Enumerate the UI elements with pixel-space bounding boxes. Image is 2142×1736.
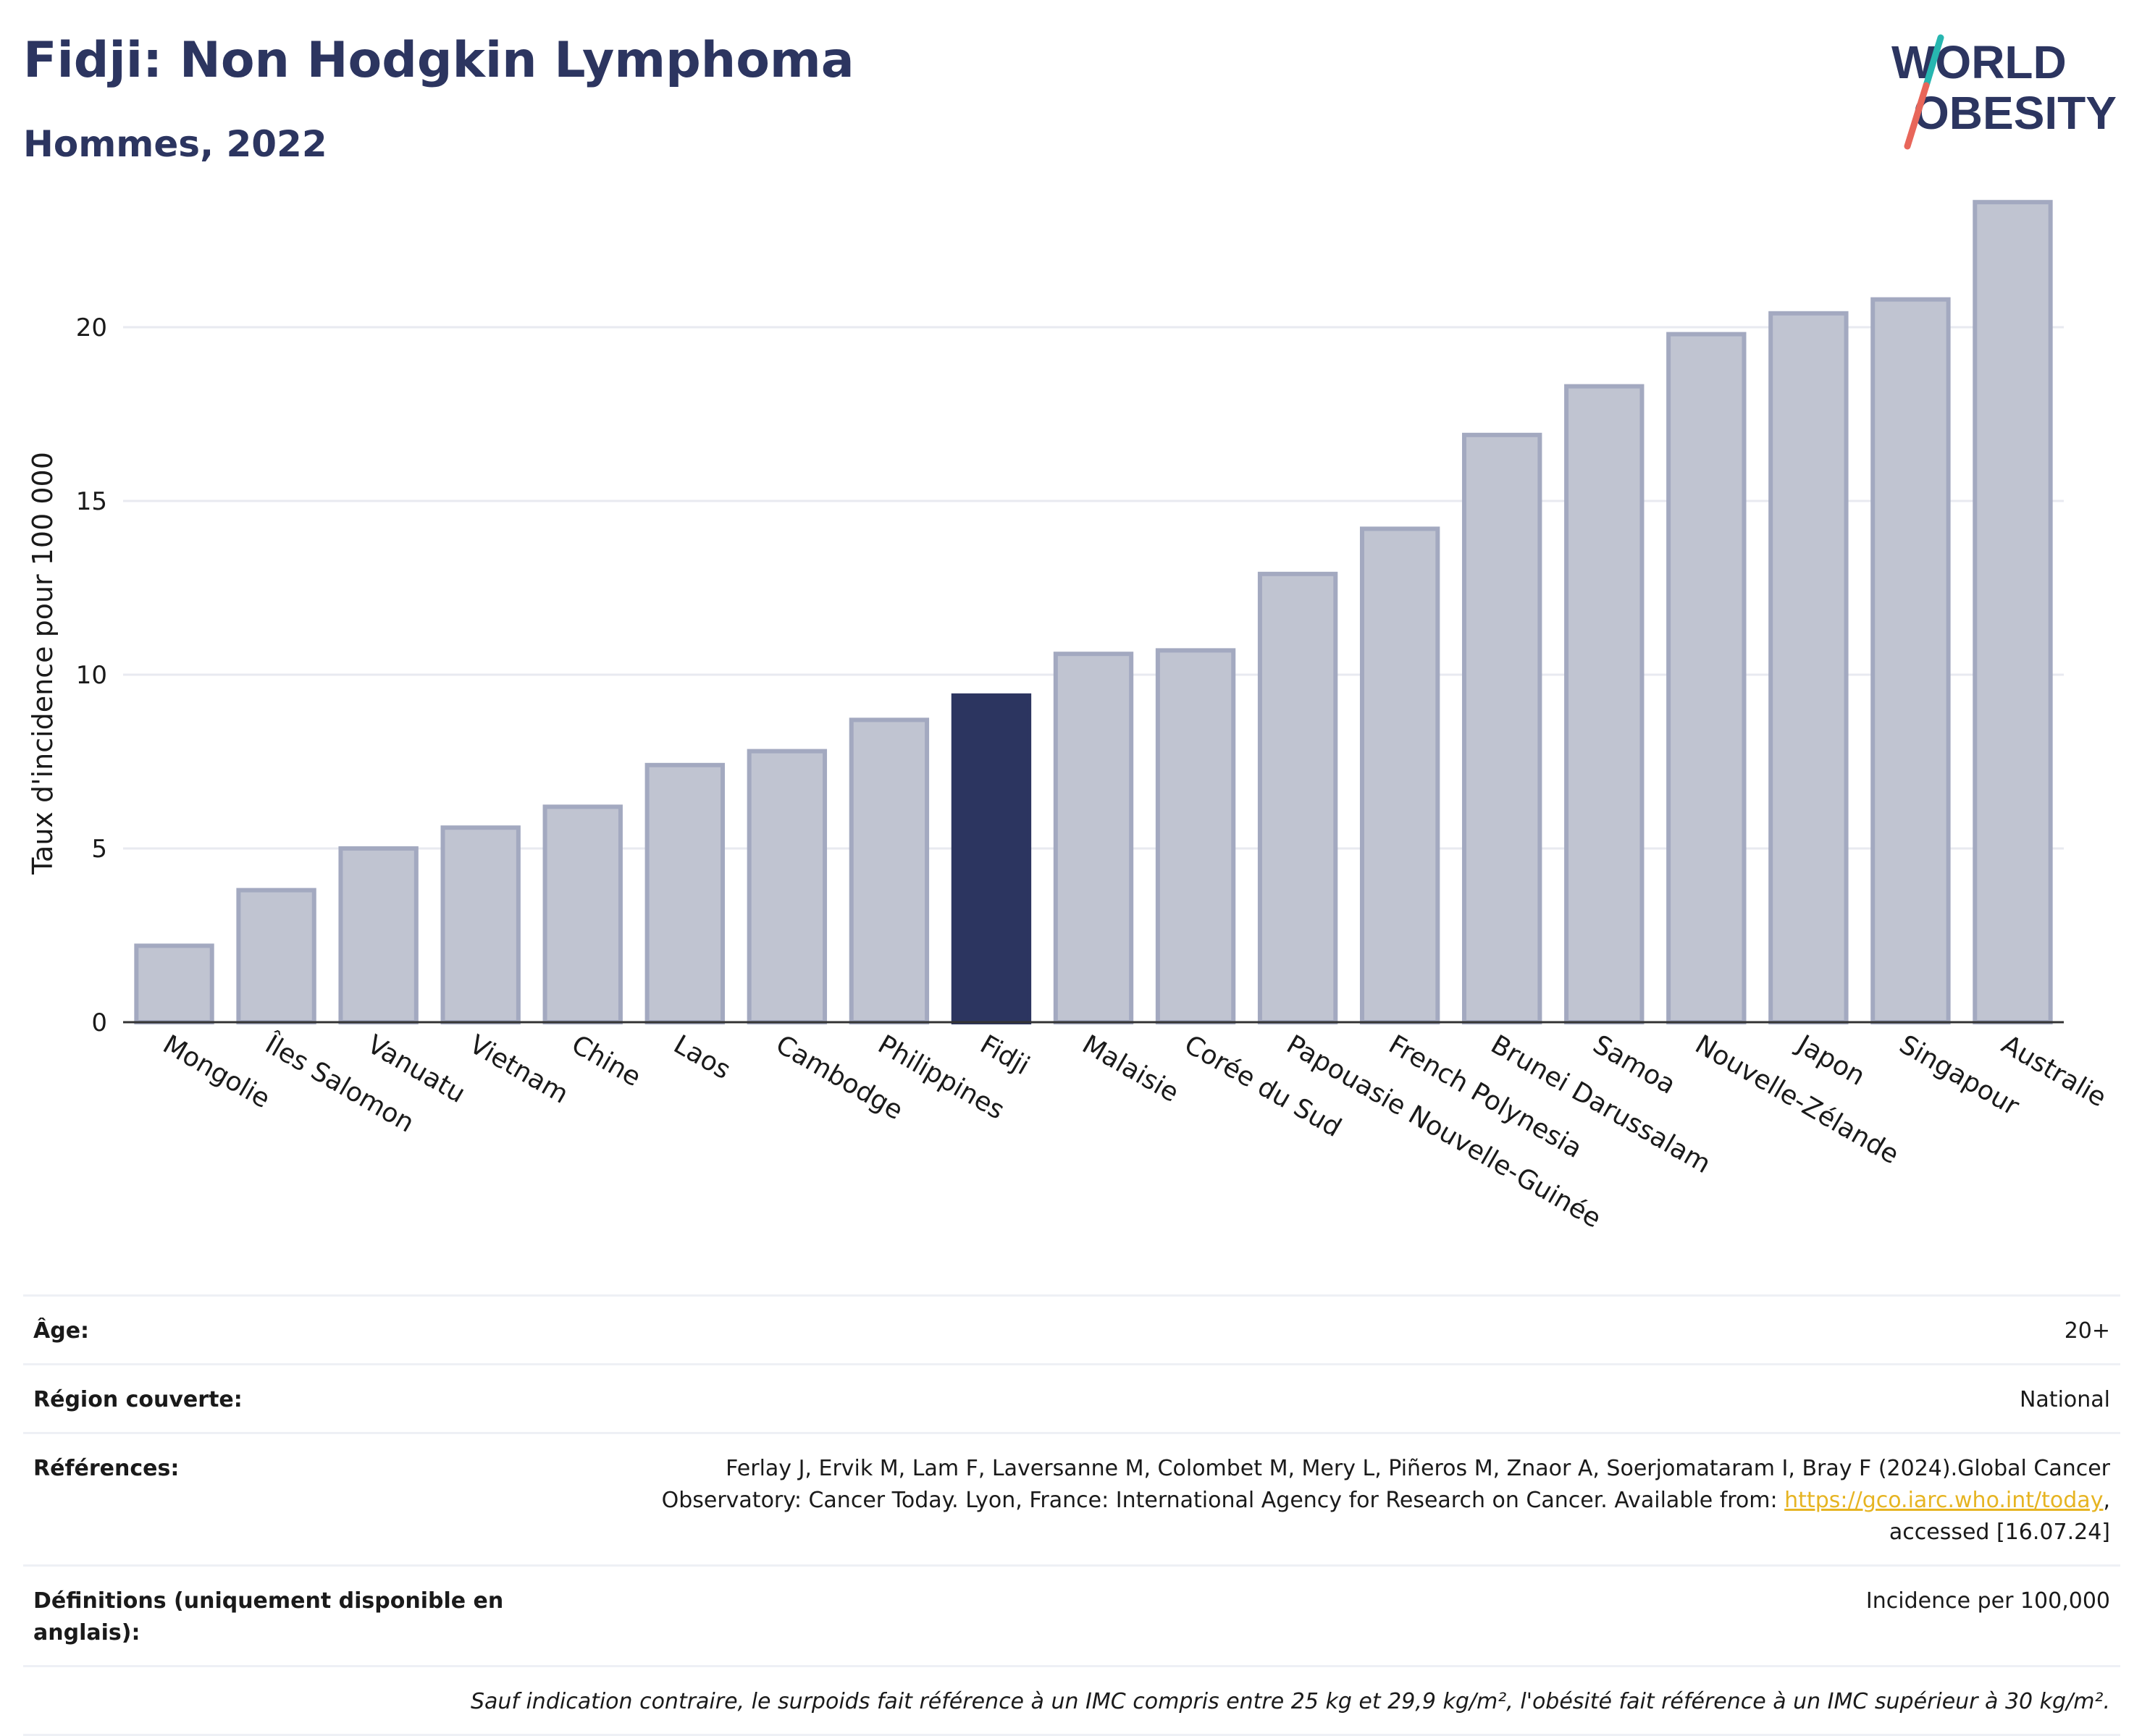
bar <box>1257 571 1338 1024</box>
page-title: Fidji: Non Hodgkin Lymphoma <box>23 32 854 89</box>
meta-references-value: Ferlay J, Ervik M, Lam F, Laversanne M, … <box>526 1453 2110 1549</box>
footnote: Sauf indication contraire, le surpoids f… <box>470 1689 2110 1714</box>
references-text-4: accessed [16.07.24] <box>1889 1520 2110 1545</box>
bar <box>1564 384 1645 1024</box>
bar <box>440 825 521 1024</box>
references-link[interactable]: https://gco.iarc.who.int/today <box>1784 1488 2104 1513</box>
x-tick-label: Mongolie <box>158 1029 275 1114</box>
logo-slash-teal <box>1923 34 1944 89</box>
bar <box>1973 200 2053 1025</box>
meta-age-value: 20+ <box>2064 1318 2110 1344</box>
references-text-3: , <box>2103 1488 2110 1513</box>
y-tick-label: 10 <box>76 661 107 690</box>
y-tick-label: 5 <box>91 835 107 864</box>
meta-region-value: National <box>2019 1387 2110 1412</box>
meta-row-definitions: Définitions (uniquement disponible en an… <box>23 1564 2120 1665</box>
meta-definitions-value: Incidence per 100,000 <box>1865 1588 2110 1614</box>
page-subtitle: Hommes, 2022 <box>23 123 327 165</box>
bar <box>1155 648 1236 1024</box>
logo-slash-red <box>1904 82 1930 150</box>
meta-row-note: Sauf indication contraire, le surpoids f… <box>23 1665 2120 1736</box>
bar <box>644 762 725 1025</box>
bar <box>1053 652 1134 1024</box>
y-tick-label: 20 <box>76 313 107 342</box>
bar <box>849 717 930 1025</box>
logo-line1: WORLD <box>1891 36 2067 88</box>
bar <box>951 693 1032 1024</box>
metadata-table: Âge: 20+ Région couverte: National Référ… <box>23 1294 2120 1736</box>
meta-age-label: Âge: <box>33 1318 90 1344</box>
x-tick-label: Chine <box>566 1029 646 1092</box>
meta-region-label: Région couverte: <box>33 1387 243 1412</box>
bar <box>134 943 214 1025</box>
bar <box>1359 526 1440 1024</box>
bar <box>747 749 828 1024</box>
world-obesity-logo: WORLD OBESITY <box>1891 34 2117 150</box>
bar <box>1768 311 1849 1024</box>
y-tick-label: 0 <box>91 1008 107 1037</box>
bar-chart: 0 5 10 15 20 Taux d'incidence pour 100 000 Mon… <box>27 200 2111 1234</box>
bar <box>338 846 419 1024</box>
meta-row-age: Âge: 20+ <box>23 1294 2120 1363</box>
bar <box>236 888 316 1024</box>
meta-definitions-label: Définitions (uniquement disponible en an… <box>33 1588 504 1646</box>
references-text-2: Observatory: Cancer Today. Lyon, France:… <box>661 1488 1785 1513</box>
x-tick-label: Malaisie <box>1078 1029 1184 1108</box>
y-axis-title: Taux d'incidence pour 100 000 <box>27 452 59 875</box>
x-tick-label: Vietnam <box>464 1029 573 1110</box>
y-tick-label: 15 <box>76 487 107 516</box>
meta-row-region: Région couverte: National <box>23 1363 2120 1432</box>
references-text-1: Ferlay J, Ervik M, Lam F, Laversanne M, … <box>726 1456 2110 1481</box>
bar <box>1462 432 1542 1024</box>
meta-references-label: Références: <box>33 1456 180 1481</box>
bar <box>1666 332 1747 1025</box>
x-tick-label: Fidji <box>975 1029 1034 1081</box>
logo-line2: OBESITY <box>1913 87 2117 139</box>
bar <box>1870 297 1951 1025</box>
x-tick-label: Japon <box>1791 1029 1870 1092</box>
meta-row-references: Références: Ferlay J, Ervik M, Lam F, La… <box>23 1432 2120 1564</box>
bar <box>542 804 623 1025</box>
x-tick-label: Laos <box>668 1029 735 1085</box>
